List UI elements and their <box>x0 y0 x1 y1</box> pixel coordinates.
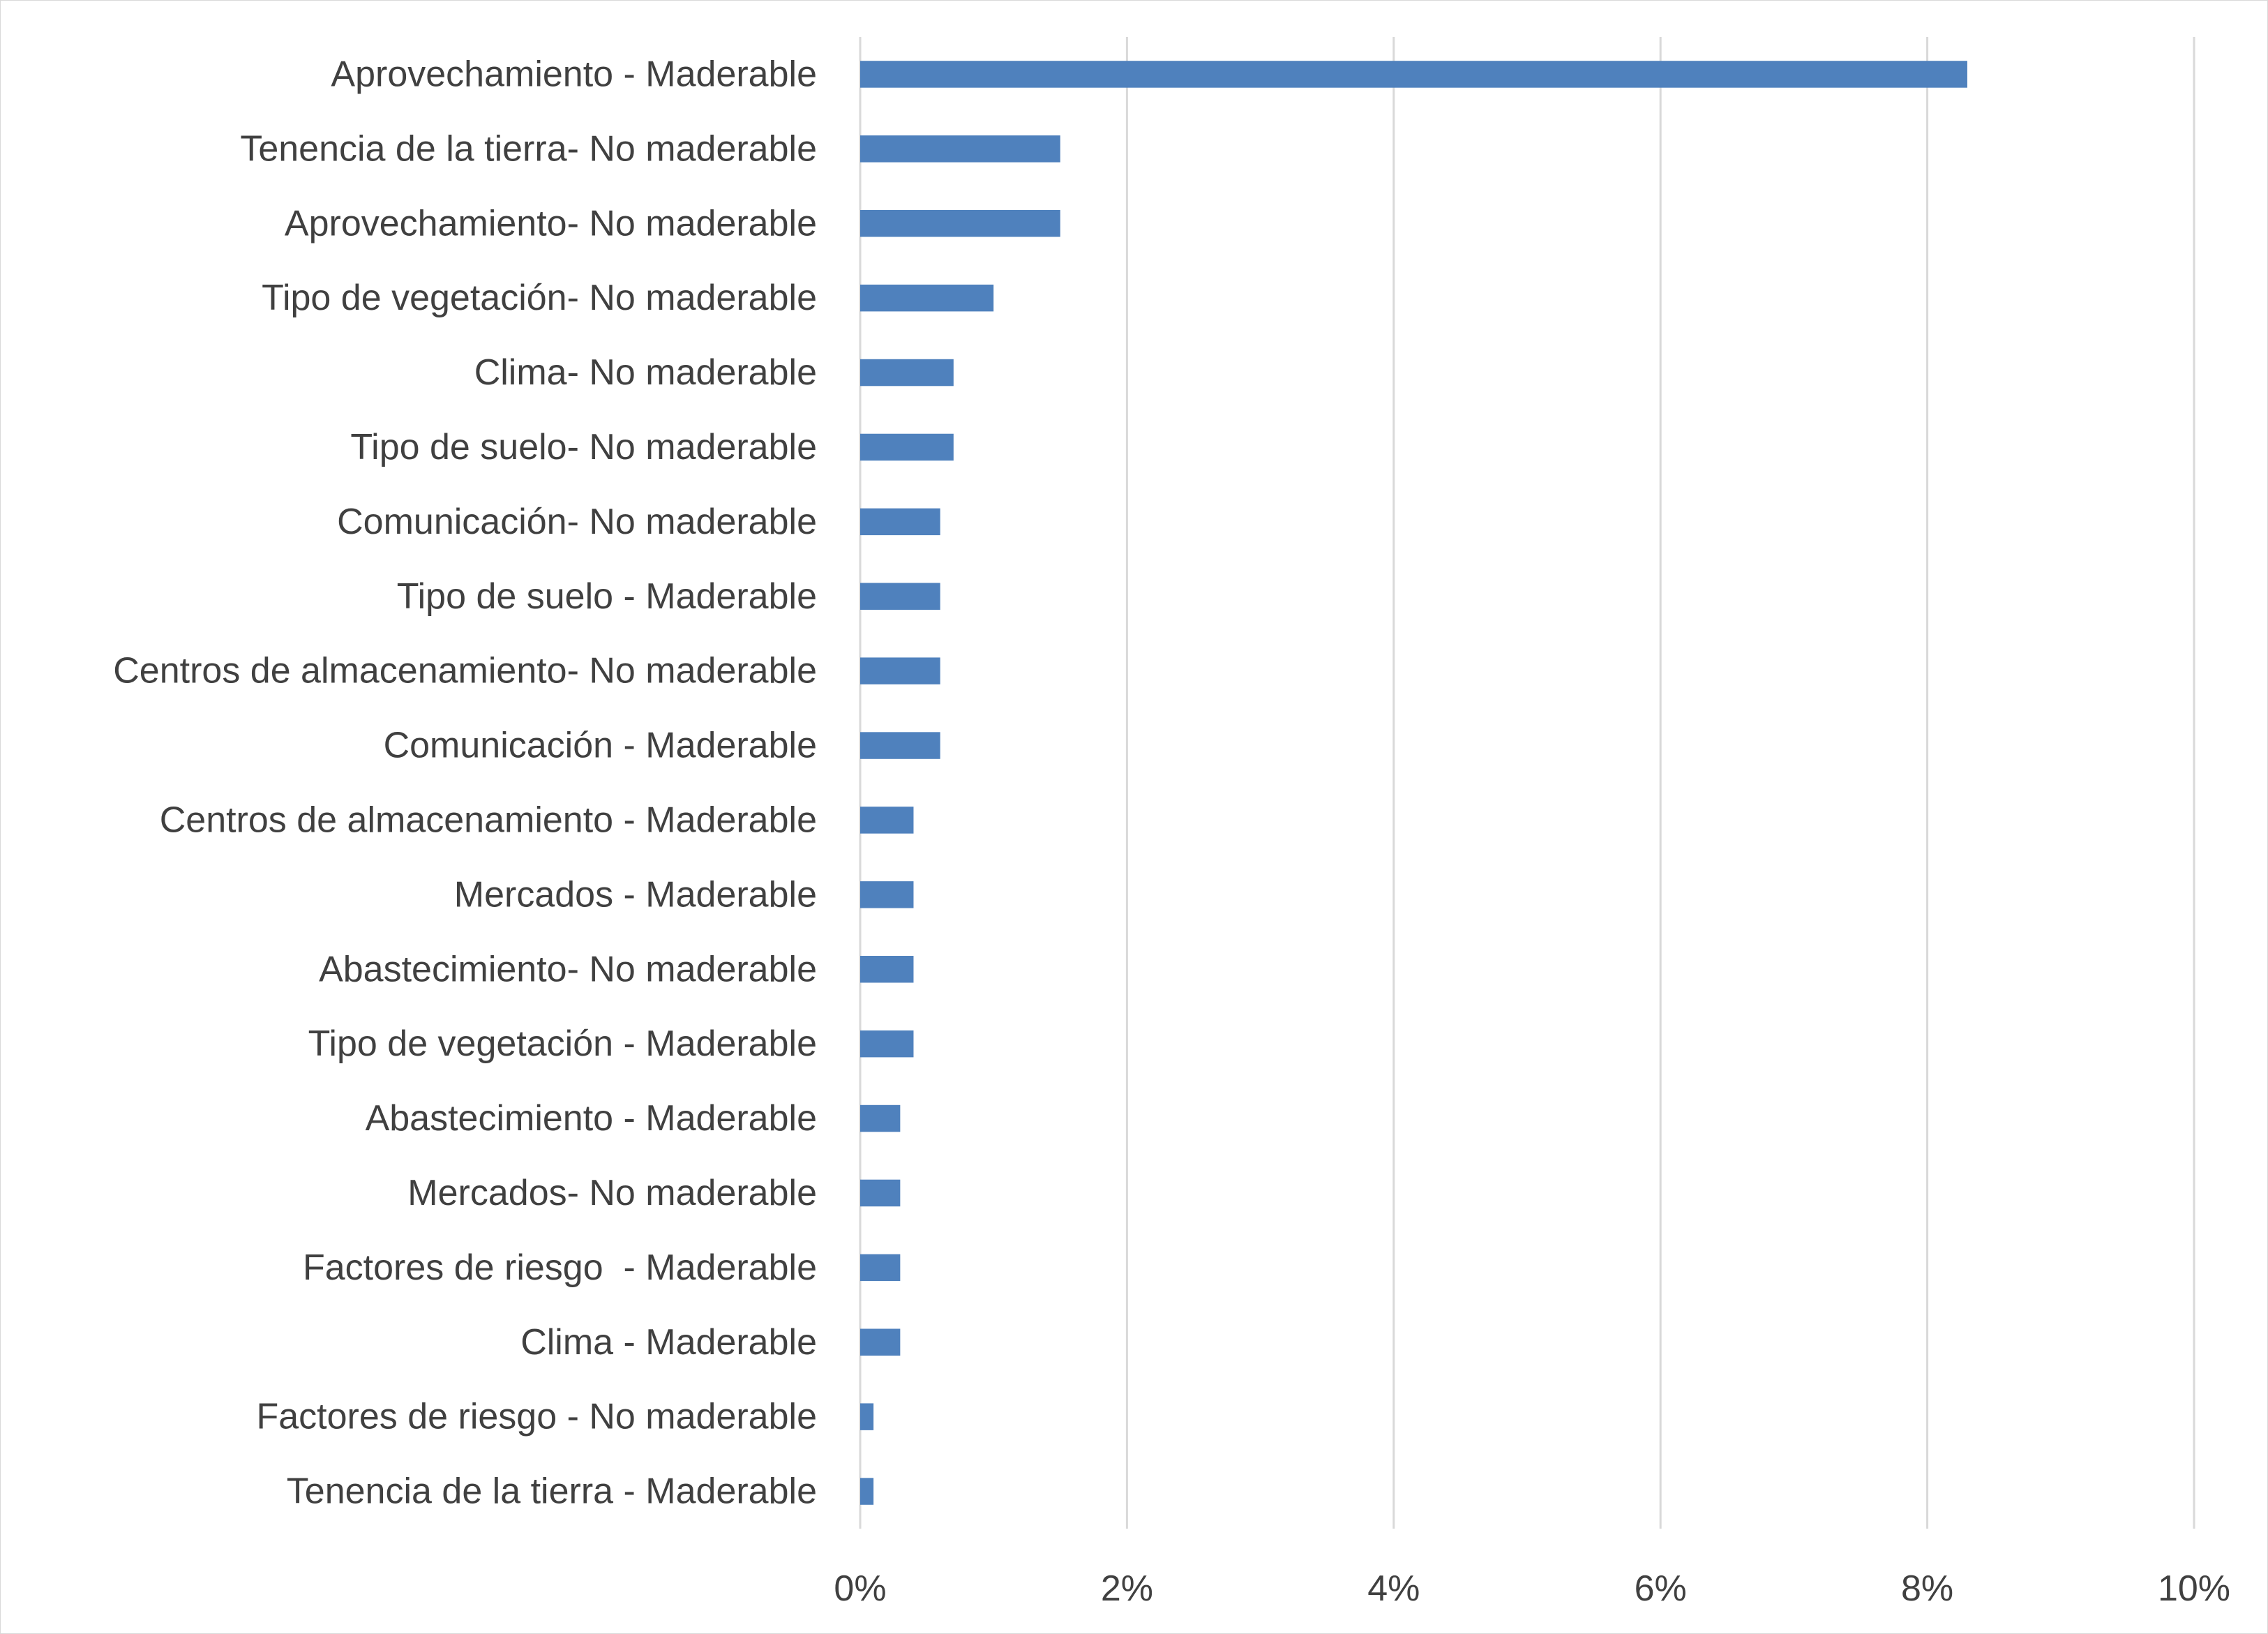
bar <box>860 956 914 983</box>
bar <box>860 1030 914 1058</box>
bar <box>860 1478 874 1505</box>
x-tick-label: 10% <box>2158 1568 2230 1609</box>
category-label: Tipo de suelo- No maderable <box>350 427 817 467</box>
gridlines <box>859 37 2195 1529</box>
bar <box>860 1104 901 1132</box>
category-label: Clima- No maderable <box>474 352 817 393</box>
category-labels: Aprovechamiento - Maderable Tenencia de l… <box>113 54 817 1511</box>
bar <box>860 1254 901 1282</box>
bar <box>860 807 914 834</box>
bar <box>860 284 994 312</box>
category-label: Tipo de vegetación - Maderable <box>308 1024 817 1064</box>
category-label: Centros de almacenamiento- No maderable <box>113 651 817 691</box>
category-label: Comunicación- No maderable <box>337 502 817 542</box>
category-label: Aprovechamiento - Maderable <box>331 54 817 94</box>
bar <box>860 508 940 536</box>
bar <box>860 583 940 610</box>
category-label: Centros de almacenamiento - Maderable <box>160 800 817 840</box>
bar <box>860 135 1060 163</box>
category-label: Clima - Maderable <box>520 1322 817 1363</box>
bar <box>860 881 914 908</box>
category-label: Abastecimiento- No maderable <box>319 949 817 989</box>
bar <box>860 359 954 387</box>
bar <box>860 433 954 461</box>
category-label: Mercados - Maderable <box>454 874 817 915</box>
category-label: Abastecimiento - Maderable <box>366 1098 817 1139</box>
bar <box>860 1179 901 1207</box>
category-label: Factores de riesgo - Maderable <box>303 1247 817 1288</box>
category-label: Tenencia de la tierra- No maderable <box>240 128 817 169</box>
bar <box>860 61 1967 88</box>
bar <box>860 1328 901 1356</box>
category-label: Tenencia de la tierra - Maderable <box>287 1471 817 1512</box>
x-tick-label: 6% <box>1635 1568 1687 1609</box>
x-tick-label: 0% <box>834 1568 886 1609</box>
x-tick-label: 8% <box>1901 1568 1953 1609</box>
bar <box>860 732 940 759</box>
category-label: Comunicación - Maderable <box>384 726 817 766</box>
bar <box>860 1403 874 1430</box>
x-tick-label: 4% <box>1367 1568 1420 1609</box>
category-label: Factores de riesgo - No maderable <box>257 1397 818 1437</box>
category-label: Tipo de vegetación- No maderable <box>262 278 817 318</box>
category-label: Aprovechamiento- No maderable <box>285 203 817 243</box>
bar <box>860 210 1060 237</box>
x-axis-tick-labels: 0% 2% 4% 6% 8% 10% <box>834 1568 2230 1609</box>
x-tick-label: 2% <box>1101 1568 1153 1609</box>
bar <box>860 657 940 684</box>
category-label: Tipo de suelo - Maderable <box>397 576 817 617</box>
bars <box>860 61 1967 1505</box>
category-label: Mercados- No maderable <box>407 1173 817 1213</box>
